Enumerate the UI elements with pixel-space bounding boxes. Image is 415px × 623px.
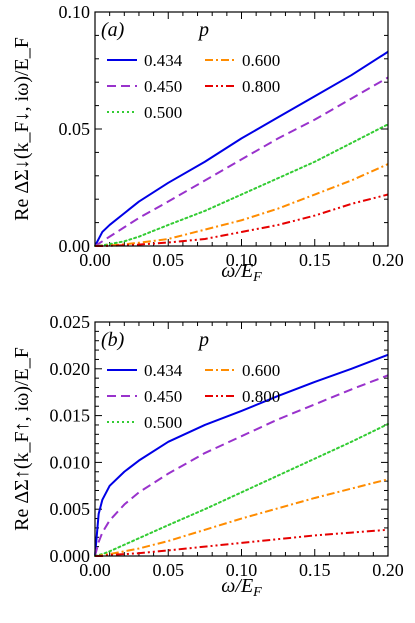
legend-label-0.800: 0.800: [242, 77, 280, 96]
y-axis-label: Re ΔΣ↓(k_F↓, iω)/E_F: [11, 37, 33, 221]
legend-label-0.450: 0.450: [144, 77, 182, 96]
series-line-0.500: [94, 123, 389, 247]
legend-label-0.450: 0.450: [144, 387, 182, 406]
legend-label-0.800: 0.800: [242, 387, 280, 406]
x-axis-label: ω/EF: [221, 575, 262, 600]
y-tick-label: 0.020: [50, 359, 91, 379]
legend-label-0.600: 0.600: [242, 51, 280, 70]
series-line-0.600: [95, 478, 389, 557]
panel-b: 0.00 0.05 0.10 0.15 0.20 0.000 0.005 0.010 0.015…: [11, 312, 404, 600]
x-axis-label: ω/EF: [221, 260, 262, 285]
series-line-0.800: [95, 193, 389, 247]
series-line-0.434: [94, 353, 389, 557]
x-tick-label: 0.00: [79, 250, 111, 270]
x-tick-label: 0.05: [153, 560, 185, 580]
legend-title: p: [197, 329, 209, 351]
y-tick-label: 0.00: [59, 236, 91, 256]
x-tick-label: 0.15: [299, 250, 331, 270]
y-tick-label: 0.010: [50, 452, 91, 472]
panel-a: 0.00 0.05 0.10 0.15 0.20 0.00 0.05 0.10 (a) p 0.43…: [11, 2, 404, 285]
y-tick-label: 0.025: [50, 312, 91, 332]
legend-label-0.434: 0.434: [144, 361, 183, 380]
plot-frame: [94, 11, 389, 247]
y-tick-label: 0.005: [50, 499, 91, 519]
y-tick-label: 0.10: [59, 2, 91, 22]
series-line-0.450: [94, 374, 389, 557]
plot-frame: [94, 321, 389, 557]
series-line-0.450: [94, 76, 389, 247]
x-tick-label: 0.15: [299, 560, 331, 580]
x-tick-label: 0.05: [153, 250, 185, 270]
y-tick-label: 0.05: [59, 119, 91, 139]
x-tick-label: 0.20: [372, 250, 404, 270]
x-tick-label: 0.20: [372, 560, 404, 580]
x-tick-label: 0.10: [226, 250, 258, 270]
legend-label-0.500: 0.500: [144, 413, 182, 432]
panel-label: (a): [101, 19, 125, 41]
panel-label: (b): [101, 329, 125, 351]
series-line-0.434: [94, 50, 389, 247]
x-tick-label: 0.00: [79, 560, 111, 580]
y-axis-label: Re ΔΣ↑(k_F↑, iω)/E_F: [11, 347, 33, 531]
x-tick-label: 0.10: [226, 560, 258, 580]
y-tick-label: 0.000: [50, 546, 91, 566]
legend-title: p: [197, 19, 209, 41]
legend-label-0.600: 0.600: [242, 361, 280, 380]
y-tick-label: 0.015: [50, 406, 91, 426]
legend-label-0.434: 0.434: [144, 51, 183, 70]
legend-label-0.500: 0.500: [144, 103, 182, 122]
series-line-0.600: [94, 163, 389, 247]
